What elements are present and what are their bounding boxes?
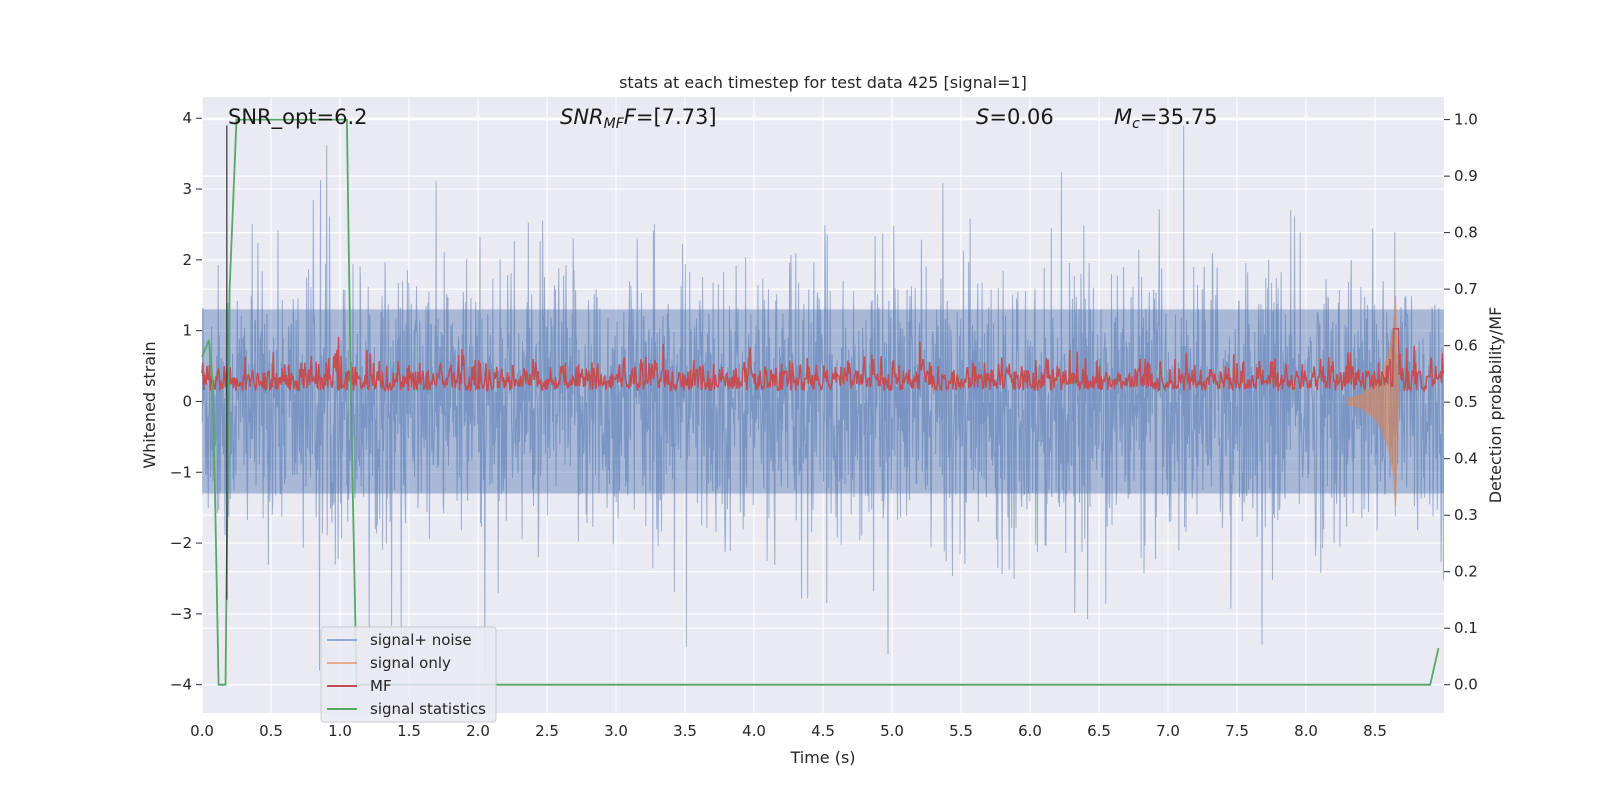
x-tick-label: 7.0 — [1156, 722, 1180, 740]
x-tick-label: 5.0 — [880, 722, 904, 740]
y-right-tick-label: 0.8 — [1454, 224, 1478, 242]
legend-label-signal-only: signal only — [370, 654, 451, 672]
x-tick-label: 8.5 — [1363, 722, 1387, 740]
y-right-tick-label: 0.3 — [1454, 506, 1478, 524]
x-tick-label: 6.5 — [1087, 722, 1111, 740]
x-tick-label: 0.0 — [190, 722, 214, 740]
x-tick-label: 5.5 — [949, 722, 973, 740]
y-right-tick-label: 0.1 — [1454, 619, 1478, 637]
legend-label-mf: MF — [370, 677, 392, 695]
y-left-tick-labels: 4 3 2 1 0 −1 −2 −3 −4 — [170, 109, 202, 694]
y-right-tick-label: 0.6 — [1454, 337, 1478, 355]
y-left-tick-label: 3 — [182, 180, 192, 198]
annotation-snr-opt: SNR_opt=6.2 — [228, 105, 368, 130]
legend-label-signal-statistics: signal statistics — [370, 700, 486, 718]
y-axis-left-label: Whitened strain — [140, 341, 159, 468]
legend: signal+ noise signal only MF signal stat… — [320, 626, 497, 723]
x-tick-label: 3.0 — [604, 722, 628, 740]
y-left-tick-label: 4 — [182, 109, 192, 127]
x-tick-label: 4.0 — [742, 722, 766, 740]
x-tick-labels: 0.0 0.5 1.0 1.5 2.0 2.5 3.0 3.5 4.0 4.5 5.0 5.5 6.0 6… — [190, 722, 1387, 740]
x-axis-label: Time (s) — [789, 748, 855, 767]
x-tick-label: 8.0 — [1294, 722, 1318, 740]
annotation-snr-mf: SNRMFF=[7.73] — [560, 105, 717, 132]
y-right-tick-label: 0.2 — [1454, 563, 1478, 581]
y-right-tick-label: 0.7 — [1454, 280, 1478, 298]
y-left-tick-label: 1 — [182, 322, 192, 340]
annotation-s: S=0.06 — [976, 105, 1054, 129]
y-right-tick-label: 0.9 — [1454, 167, 1478, 185]
legend-box — [320, 626, 497, 723]
y-left-tick-label: −1 — [170, 463, 192, 481]
y-left-tick-label: 0 — [182, 392, 192, 410]
x-tick-label: 7.5 — [1225, 722, 1249, 740]
series-signal-noise — [201, 125, 1444, 671]
x-tick-label: 1.5 — [397, 722, 421, 740]
y-right-tick-label: 0.5 — [1454, 393, 1478, 411]
annotation-mc: Mc=35.75 — [1114, 105, 1218, 132]
x-tick-label: 0.5 — [259, 722, 283, 740]
x-tick-label: 3.5 — [673, 722, 697, 740]
x-tick-label: 1.0 — [328, 722, 352, 740]
legend-label-signal-noise: signal+ noise — [370, 631, 472, 649]
y-right-tick-label: 0.0 — [1454, 676, 1478, 694]
y-axis-right-label: Detection probability/MF — [1486, 307, 1505, 504]
y-left-tick-label: −3 — [170, 605, 192, 623]
series-line-mf — [201, 327, 1444, 393]
x-tick-label: 2.5 — [535, 722, 559, 740]
chart-title: stats at each timestep for test data 425… — [619, 73, 1027, 92]
y-right-tick-labels: 1.0 0.9 0.8 0.7 0.6 0.5 0.4 0.3 0.2 0.1 0.0 — [1444, 111, 1478, 694]
noise-core-band — [202, 309, 1444, 494]
y-left-tick-label: −2 — [170, 534, 192, 552]
y-right-tick-label: 0.4 — [1454, 450, 1478, 468]
x-tick-label: 4.5 — [811, 722, 835, 740]
y-right-tick-label: 1.0 — [1454, 111, 1478, 129]
y-left-tick-label: 2 — [182, 251, 192, 269]
x-tick-label: 6.0 — [1018, 722, 1042, 740]
series-line-signal-noise — [201, 125, 1444, 671]
x-tick-label: 2.0 — [466, 722, 490, 740]
series-mf — [201, 327, 1444, 393]
y-left-tick-label: −4 — [170, 676, 192, 694]
